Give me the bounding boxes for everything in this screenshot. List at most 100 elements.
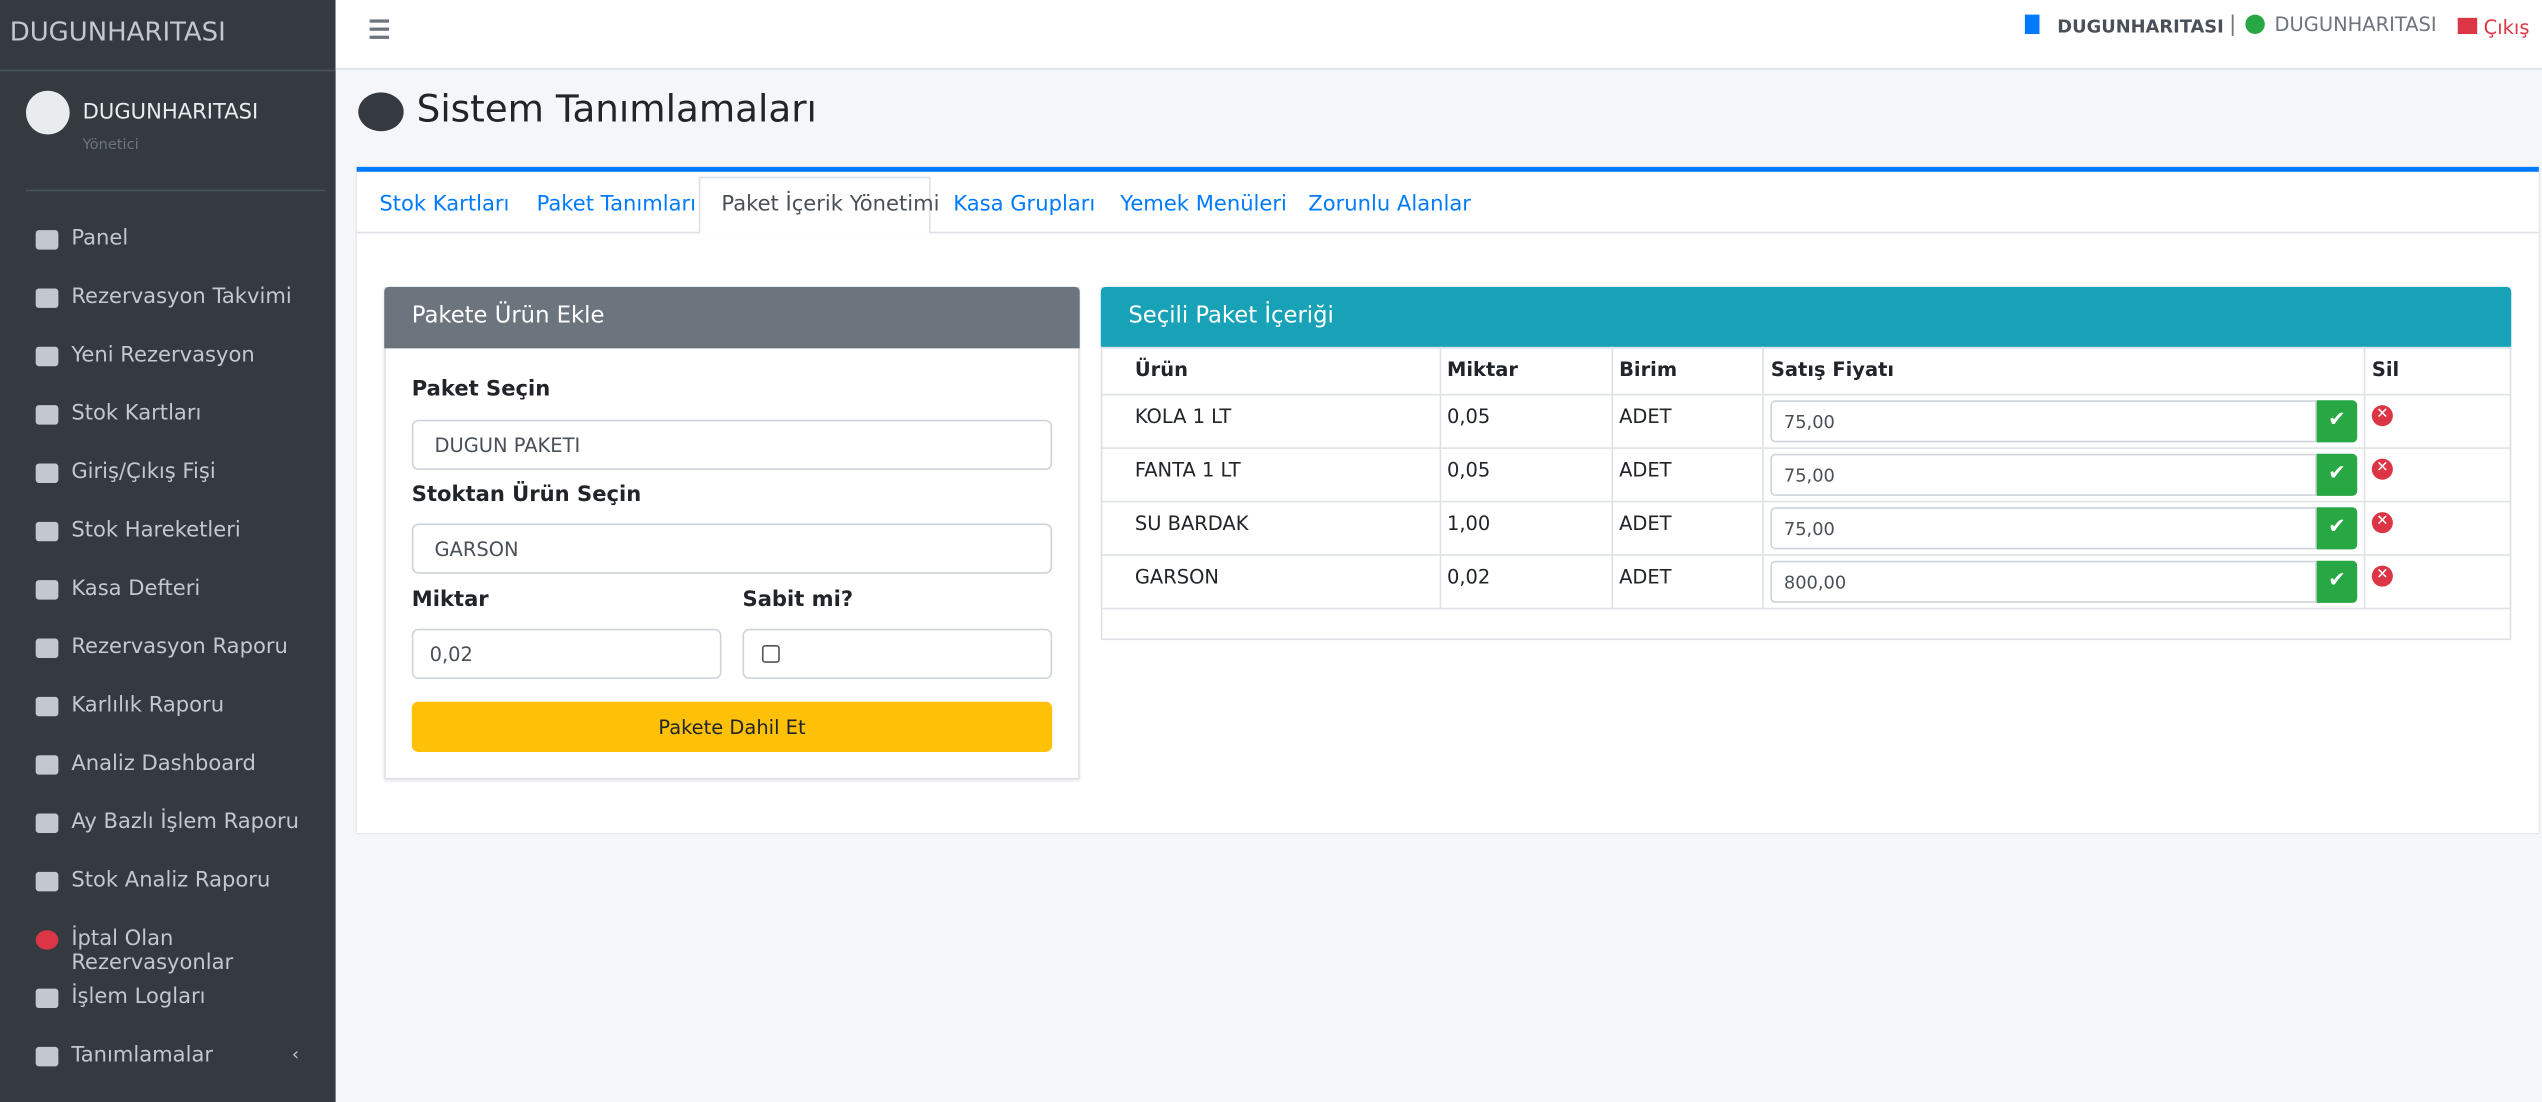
avatar (25, 90, 70, 135)
save-button[interactable]: ✔ (2316, 560, 2358, 603)
save-button[interactable]: ✔ (2316, 400, 2358, 443)
menu-toggle[interactable] (369, 19, 390, 23)
page-title: Sistem Tanımlamaları (416, 89, 817, 132)
menu-icon (35, 988, 59, 1009)
cell: SU BARDAK (1100, 500, 1441, 556)
menu-item[interactable]: Yeni Rezervasyon (71, 343, 255, 368)
menu-item[interactable]: İşlem Logları (71, 985, 206, 1010)
logout[interactable]: Çıkış (2483, 16, 2530, 39)
menu-item[interactable]: Stok Kartları (71, 401, 202, 427)
brand[interactable]: DUGUNHARITASI (9, 16, 226, 47)
menu-item[interactable]: Tanımlamalar (71, 1043, 214, 1068)
price-input[interactable]: 800,00 (1770, 560, 2317, 603)
collapse-arrow: ‹ (291, 1043, 299, 1065)
tab[interactable]: Paket Tanımları (536, 192, 697, 218)
menu-icon (35, 288, 59, 308)
checkbox[interactable] (761, 644, 780, 663)
label: Sabit mi? (742, 588, 854, 613)
user-icon (2245, 14, 2265, 35)
add-button[interactable]: Pakete Dahil Et (411, 701, 1053, 752)
header-user[interactable]: DUGUNHARITASI (2274, 12, 2437, 36)
menu-icon (35, 638, 59, 658)
menu-icon (35, 813, 59, 833)
tab[interactable]: Stok Kartları (379, 192, 510, 218)
menu-icon (35, 521, 59, 542)
sidebar: DUGUNHARITASI DUGUNHARITASI Yönetici Pan… (0, 0, 336, 1102)
label: Miktar (411, 588, 489, 613)
menu-icon (35, 230, 59, 250)
save-button[interactable]: ✔ (2316, 507, 2358, 550)
menu-item[interactable]: Analiz Dashboard (71, 751, 256, 777)
company[interactable]: DUGUNHARITASI (2057, 16, 2224, 38)
row: FANTA 1 LT 0,05 ADET 75,00 ✔ ✕ (1100, 447, 2512, 503)
cell: GARSON (1100, 554, 1441, 610)
menu-item[interactable]: Rezervasyon Raporu (71, 635, 288, 660)
delete-button[interactable]: ✕ (2371, 458, 2393, 480)
menu-item[interactable]: Karlılık Raporu (71, 693, 225, 718)
price-input[interactable]: 75,00 (1770, 400, 2317, 443)
header-row: Ürün Miktar Birim Satış Fiyatı Sil (1100, 346, 2512, 396)
menu-item[interactable]: Ay Bazlı İşlem Raporu (71, 810, 299, 835)
company-icon (2024, 14, 2040, 35)
table-header (1100, 286, 2512, 349)
delete-cell: ✕ (2363, 393, 2512, 449)
save-button[interactable]: ✔ (2316, 453, 2358, 496)
menu-item[interactable]: Stok Hareketleri (71, 518, 241, 543)
price-input[interactable]: 75,00 (1770, 453, 2317, 496)
menu-icon (35, 463, 59, 483)
menu-icon (35, 755, 59, 775)
menu-icon (35, 346, 59, 367)
cell: FANTA 1 LT (1100, 447, 1441, 503)
menu-item[interactable]: Panel (71, 226, 129, 252)
label: Paket Seçin (411, 377, 551, 402)
price-cell: 75,00 ✔ (1762, 500, 2366, 556)
form-header (384, 286, 1080, 349)
price-cell: 800,00 ✔ (1762, 554, 2366, 610)
table: Ürün Miktar Birim Satış Fiyatı Sil KOLA 1 LT 0… (1100, 346, 2512, 610)
tab[interactable]: Paket İçerik Yönetimi (721, 192, 940, 218)
column-header: Ürün (1100, 346, 1441, 396)
price-input-group: 800,00 ✔ (1770, 560, 2358, 603)
menu-icon (35, 580, 59, 600)
tab[interactable]: Zorunlu Alanlar (1308, 192, 1471, 218)
column-header: Sil (2363, 346, 2512, 396)
row: KOLA 1 LT 0,05 ADET 75,00 ✔ ✕ (1100, 393, 2512, 449)
column-header: Satış Fiyatı (1762, 346, 2366, 396)
logout-icon (2457, 17, 2478, 35)
label: Stoktan Ürün Seçin (411, 482, 642, 508)
cell: 0,02 (1438, 554, 1613, 610)
cell: ADET (1610, 554, 1765, 610)
tab[interactable]: Kasa Grupları (953, 192, 1096, 218)
cell: 1,00 (1438, 500, 1613, 556)
delete-button[interactable]: ✕ (2371, 565, 2393, 587)
delete-cell: ✕ (2363, 554, 2512, 610)
delete-button[interactable]: ✕ (2371, 405, 2393, 427)
menu-icon (35, 930, 59, 950)
cell: ADET (1610, 447, 1765, 503)
row: GARSON 0,02 ADET 800,00 ✔ ✕ (1100, 554, 2512, 610)
package-select[interactable]: DUGUN PAKETI (411, 419, 1053, 470)
price-input[interactable]: 75,00 (1770, 507, 2317, 550)
tab[interactable]: Yemek Menüleri (1120, 192, 1287, 218)
menu-icon (35, 1046, 59, 1067)
user-name[interactable]: DUGUNHARITASI (82, 100, 259, 125)
delete-cell: ✕ (2363, 447, 2512, 503)
table-title: Seçili Paket İçeriği (1128, 303, 1334, 329)
form-title: Pakete Ürün Ekle (411, 303, 605, 329)
menu-item[interactable]: Kasa Defteri (71, 576, 201, 602)
cell: 0,05 (1438, 447, 1613, 503)
active-tab-bg (698, 176, 931, 234)
cell: KOLA 1 LT (1100, 393, 1441, 449)
quantity-input[interactable]: 0,02 (411, 628, 722, 680)
product-select[interactable]: GARSON (411, 523, 1053, 574)
price-cell: 75,00 ✔ (1762, 393, 2366, 449)
menu-item[interactable]: Giriş/Çıkış Fişi (71, 460, 216, 485)
price-cell: 75,00 ✔ (1762, 447, 2366, 503)
delete-button[interactable]: ✕ (2371, 512, 2393, 534)
menu-item[interactable]: İptal Olan Rezervasyonlar (71, 926, 234, 976)
price-input-group: 75,00 ✔ (1770, 507, 2358, 550)
menu-item[interactable]: Stok Analiz Raporu (71, 868, 271, 893)
menu-icon (35, 696, 59, 717)
fixed-box (742, 628, 1053, 680)
menu-item[interactable]: Rezervasyon Takvimi (71, 285, 292, 310)
